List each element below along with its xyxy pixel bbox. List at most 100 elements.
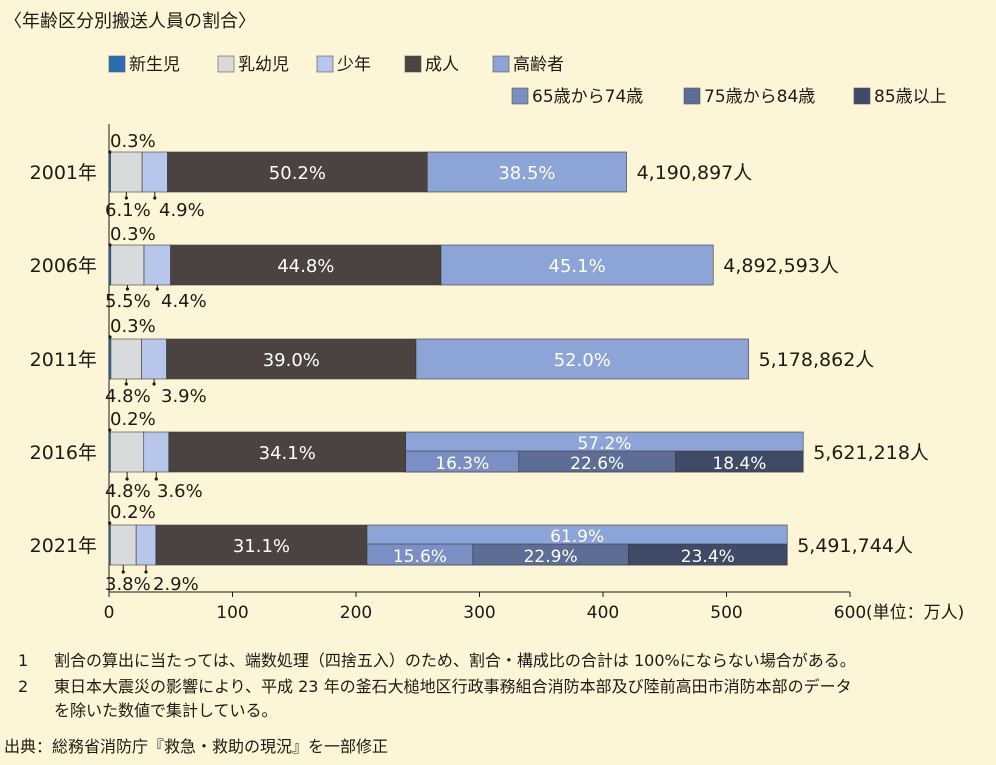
note-text-1: 東日本大震災の影響により、平成 23 年の釜石大槌地区行政事務組合消防本部及び陸… [54, 677, 852, 696]
data-label-elderly: 61.9% [550, 527, 604, 547]
data-label-adult: 31.1% [233, 536, 290, 557]
x-tick-label-3: 300 [463, 603, 495, 623]
data-label-infant: 5.5% [105, 291, 151, 312]
legend-label-elderly-1: 75歳から84歳 [704, 87, 815, 107]
data-label-adult: 39.0% [263, 350, 320, 371]
total-label: 5,178,862人 [759, 349, 875, 371]
bar-segment-2 [143, 431, 170, 473]
data-label-infant: 4.8% [105, 386, 151, 407]
leader-dot-newborn [108, 335, 112, 339]
leader-dot-infant [125, 287, 130, 291]
x-tick-label-0: 0 [104, 603, 115, 623]
data-label-newborn: 0.3% [110, 224, 156, 245]
legend-label-main-3: 成人 [425, 55, 459, 75]
bar-group-3: 2016年 34.1% 16.3% 22.6% 18.4% 57.2% 5,621,218人… [30, 409, 929, 502]
notes: 1 割合の算出に当たっては、端数処理（四捨五入）のため、割合・構成比の合計は 10… [18, 651, 856, 720]
leader-dot-infant [125, 477, 129, 481]
x-tick-label-5: 500 [710, 603, 742, 623]
data-label-newborn: 0.2% [110, 409, 156, 430]
data-label-infant: 3.8% [105, 574, 151, 595]
legend-swatch-main-3 [404, 55, 422, 73]
legend-label-main-1: 乳幼児 [238, 55, 289, 75]
bar-segment-3 [168, 431, 407, 473]
note-text-0: 割合の算出に当たっては、端数処理（四捨五入）のため、割合・構成比の合計は 100… [54, 651, 856, 670]
x-tick-label-4: 400 [587, 603, 619, 623]
data-label-adult: 50.2% [269, 163, 326, 184]
data-label-infant: 6.1% [105, 200, 151, 221]
data-label-elderly: 45.1% [549, 256, 606, 277]
bar-segment-4 [440, 244, 714, 286]
data-label-newborn: 0.3% [110, 131, 156, 152]
leader-dot-infant [124, 382, 128, 386]
total-label: 5,491,744人 [797, 535, 913, 557]
leader-dot-youth [153, 196, 157, 200]
data-label-newborn: 0.2% [110, 502, 156, 523]
data-label-elderly: 57.2% [577, 434, 631, 454]
bar-segment-4 [427, 151, 627, 193]
data-label-youth: 3.9% [161, 386, 207, 407]
category-label-3: 2016年 [30, 442, 97, 464]
bar-segment-3 [170, 244, 442, 286]
data-label-youth: 4.9% [159, 200, 205, 221]
leader-dot-newborn [108, 521, 112, 525]
data-label-elderly-sub-0: 15.6% [393, 547, 447, 567]
chart-title: 〈年齢区分別搬送人員の割合〉 [4, 11, 256, 32]
leader-dot-newborn [108, 243, 112, 247]
note-number-1: 2 [18, 677, 28, 696]
category-label-1: 2006年 [30, 255, 97, 277]
bar-segment-1 [110, 338, 142, 380]
category-label-2: 2011年 [30, 349, 97, 371]
legend: 新生児 乳幼児 少年 成人 高齢者 65歳から74歳 75歳から84歳 85歳以上 [108, 55, 947, 107]
legend-swatch-main-4 [492, 55, 510, 73]
leader-dot-infant [121, 570, 125, 574]
legend-swatch-elderly-0 [511, 87, 529, 105]
data-label-elderly-sub-1: 22.6% [570, 454, 624, 474]
source-note: 出典：総務省消防庁『救急・救助の現況』を一部修正 [4, 737, 388, 756]
note-text-2: を除いた数値で集計している。 [54, 701, 278, 720]
data-label-elderly-sub-2: 23.4% [681, 547, 735, 567]
total-label: 4,892,593人 [723, 255, 839, 277]
x-axis: 0 100 200 300 400 500 600 [104, 592, 866, 623]
data-label-elderly-sub-0: 16.3% [435, 454, 489, 474]
leader-dot-infant [124, 196, 128, 200]
data-label-elderly: 38.5% [498, 163, 555, 184]
legend-swatch-main-0 [108, 55, 126, 73]
total-label: 5,621,218人 [813, 442, 929, 464]
category-label-4: 2021年 [30, 535, 97, 557]
bar-segment-1 [110, 151, 143, 193]
legend-swatch-elderly-1 [683, 87, 701, 105]
bar-subsegment-2 [628, 543, 788, 566]
legend-swatch-elderly-2 [853, 87, 871, 105]
leader-dot-youth [155, 287, 159, 291]
x-tick-label-6: 600 [834, 603, 866, 623]
legend-label-main-2: 少年 [337, 55, 371, 75]
data-label-adult: 44.8% [277, 256, 334, 277]
bar-segment-1 [110, 244, 145, 286]
bar-segment-3 [166, 338, 417, 380]
bar-segment-3 [167, 151, 428, 193]
legend-swatch-main-1 [217, 55, 235, 73]
bar-group-0: 2001年 50.2% 38.5% 4,190,897人 0.3% 6.1% 4.9% [30, 131, 753, 221]
leader-dot-newborn [108, 428, 112, 432]
bar-segment-1 [110, 524, 137, 566]
leader-dot-youth [144, 570, 148, 574]
bar-segment-2 [143, 244, 171, 286]
data-label-elderly-sub-1: 22.9% [524, 547, 578, 567]
bar-segment-3 [155, 524, 368, 566]
legend-swatch-main-2 [316, 55, 334, 73]
data-label-adult: 34.1% [259, 443, 316, 464]
leader-dot-youth [154, 477, 158, 481]
data-label-youth: 3.6% [157, 481, 203, 502]
note-number-0: 1 [18, 651, 28, 670]
legend-label-elderly-2: 85歳以上 [874, 87, 947, 107]
bar-segment-2 [141, 338, 167, 380]
leader-dot-youth [152, 382, 156, 386]
bar-group-2: 2011年 39.0% 52.0% 5,178,862人 0.3% 4.8% 3.9% [30, 316, 875, 407]
x-tick-label-1: 100 [216, 603, 248, 623]
legend-label-main-0: 新生児 [129, 55, 180, 75]
bar-group-4: 2021年 31.1% 15.6% 22.9% 23.4% 61.9% 5,491,744人… [30, 502, 913, 595]
total-label: 4,190,897人 [637, 162, 753, 184]
x-tick-label-2: 200 [340, 603, 372, 623]
